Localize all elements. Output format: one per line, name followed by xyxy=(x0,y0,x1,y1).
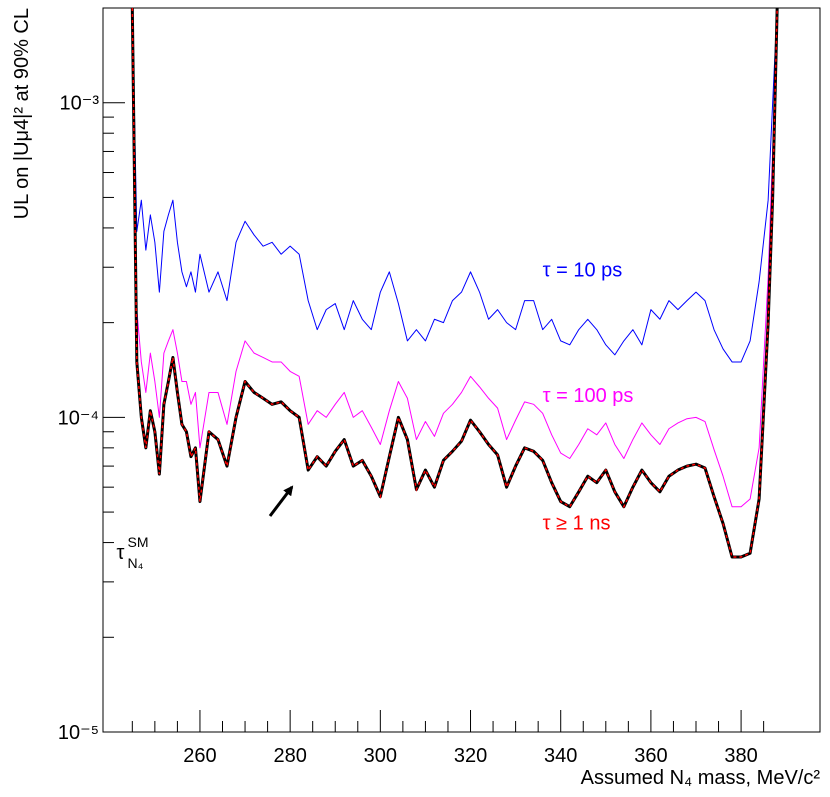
series-line xyxy=(130,8,779,559)
x-tick-label: 300 xyxy=(364,745,397,767)
x-tick-label: 340 xyxy=(544,745,577,767)
series-label: τ = 10 ps xyxy=(543,260,623,282)
arrow xyxy=(268,485,294,517)
x-tick-label: 280 xyxy=(273,745,306,767)
x-tick-label: 260 xyxy=(183,745,216,767)
annotation-sub: N₄ xyxy=(128,555,144,571)
y-tick-label: 10⁻³ xyxy=(60,93,100,115)
series-label: τ ≥ 1 ns xyxy=(543,513,611,535)
series-line xyxy=(131,8,778,363)
y-tick-label: 10⁻⁴ xyxy=(58,407,99,429)
x-axis-label: Assumed N₄ mass, MeV/c² xyxy=(581,767,821,789)
plot-frame xyxy=(102,7,821,733)
series-line xyxy=(131,8,778,508)
x-tick-label: 320 xyxy=(454,745,487,767)
y-tick-label: 10⁻⁵ xyxy=(58,722,99,744)
x-tick-label: 380 xyxy=(724,745,757,767)
y-axis-label: UL on |Uμ4|² at 90% CL xyxy=(11,8,33,219)
annotation: τ xyxy=(117,542,125,564)
series-label: τ = 100 ps xyxy=(543,385,634,407)
series-line-dash xyxy=(131,8,778,558)
annotation-sup: SM xyxy=(128,534,149,550)
x-tick-label: 360 xyxy=(634,745,667,767)
